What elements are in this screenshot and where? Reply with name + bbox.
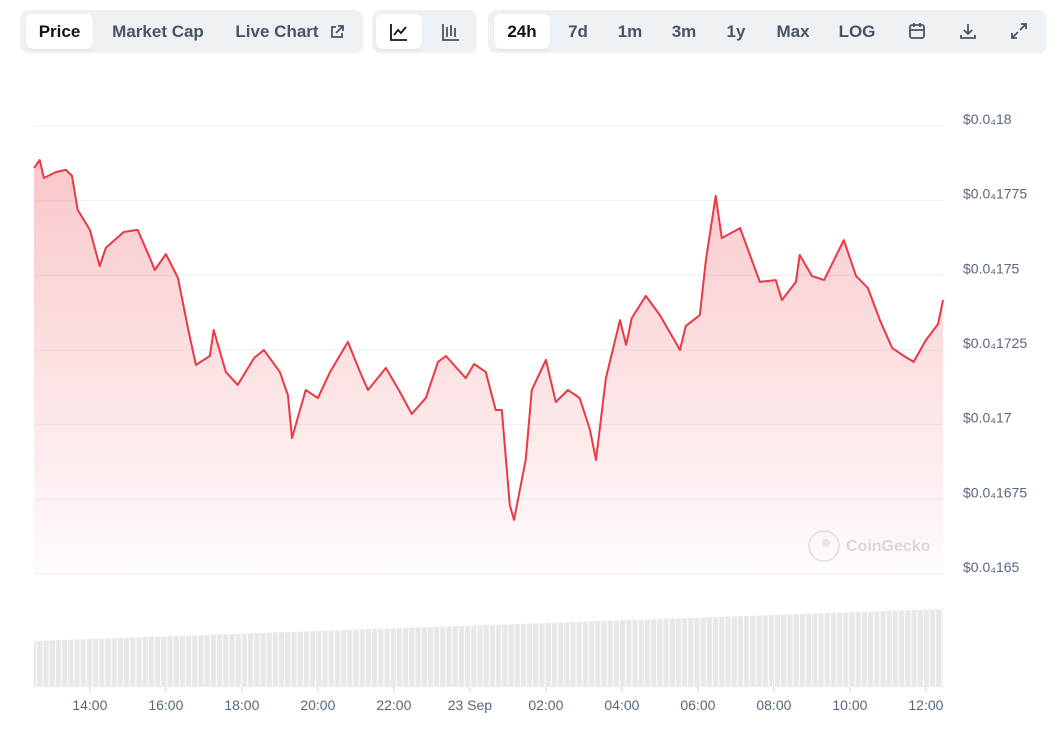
area-fill <box>34 160 943 574</box>
range-3m[interactable]: 3m <box>671 22 697 41</box>
line-chart-button[interactable] <box>376 14 422 49</box>
view-group: Price Market Cap Live Chart <box>20 10 363 53</box>
range-7d[interactable]: 7d <box>568 22 588 41</box>
chart-type-group <box>372 10 477 53</box>
range-1m[interactable]: 1m <box>617 22 643 41</box>
x-tick-label: 22:00 <box>376 697 411 713</box>
x-tick-label: 16:00 <box>148 697 183 713</box>
watermark: CoinGecko <box>808 530 931 562</box>
log-toggle[interactable]: LOG <box>838 22 876 41</box>
price-tab[interactable]: Price <box>26 14 93 49</box>
price-line <box>33 159 944 521</box>
x-tick-label: 20:00 <box>300 697 335 713</box>
x-tick-label: 18:00 <box>224 697 259 713</box>
range-group: 24h 7d 1m 3m 1y Max LOG <box>488 10 1047 53</box>
x-tick-label: 08:00 <box>756 697 791 713</box>
market-cap-tab[interactable]: Market Cap <box>112 22 204 41</box>
fullscreen-icon[interactable] <box>1010 22 1028 40</box>
y-tick-label: $0.0₄175 <box>963 260 1020 276</box>
range-max[interactable]: Max <box>776 22 810 41</box>
line-icon <box>390 24 407 41</box>
y-tick-label: $0.0₄1725 <box>963 335 1027 351</box>
range-24h[interactable]: 24h <box>494 14 550 49</box>
x-tick-label: 04:00 <box>604 697 639 713</box>
watermark-text: CoinGecko <box>846 538 931 555</box>
volume-bars <box>34 609 943 687</box>
x-tick-label: 12:00 <box>908 697 943 713</box>
range-1y[interactable]: 1y <box>726 22 746 41</box>
external-icon <box>331 25 344 38</box>
candle-chart-button[interactable] <box>428 14 474 49</box>
y-tick-label: $0.0₄165 <box>963 559 1020 575</box>
download-icon[interactable] <box>959 22 977 40</box>
x-tick-label: 23 Sep <box>448 697 493 713</box>
y-tick-label: $0.0₄18 <box>963 111 1012 127</box>
x-tick-label: 10:00 <box>832 697 867 713</box>
y-tick-label: $0.0₄1675 <box>963 484 1027 500</box>
candle-icon <box>442 24 459 41</box>
x-tick-label: 02:00 <box>528 697 563 713</box>
live-chart-tab[interactable]: Live Chart <box>235 22 319 41</box>
y-tick-label: $0.0₄1775 <box>963 186 1027 202</box>
x-tick-label: 14:00 <box>72 697 107 713</box>
calendar-icon[interactable] <box>908 22 926 40</box>
x-tick-label: 06:00 <box>680 697 715 713</box>
y-tick-label: $0.0₄17 <box>963 410 1012 426</box>
